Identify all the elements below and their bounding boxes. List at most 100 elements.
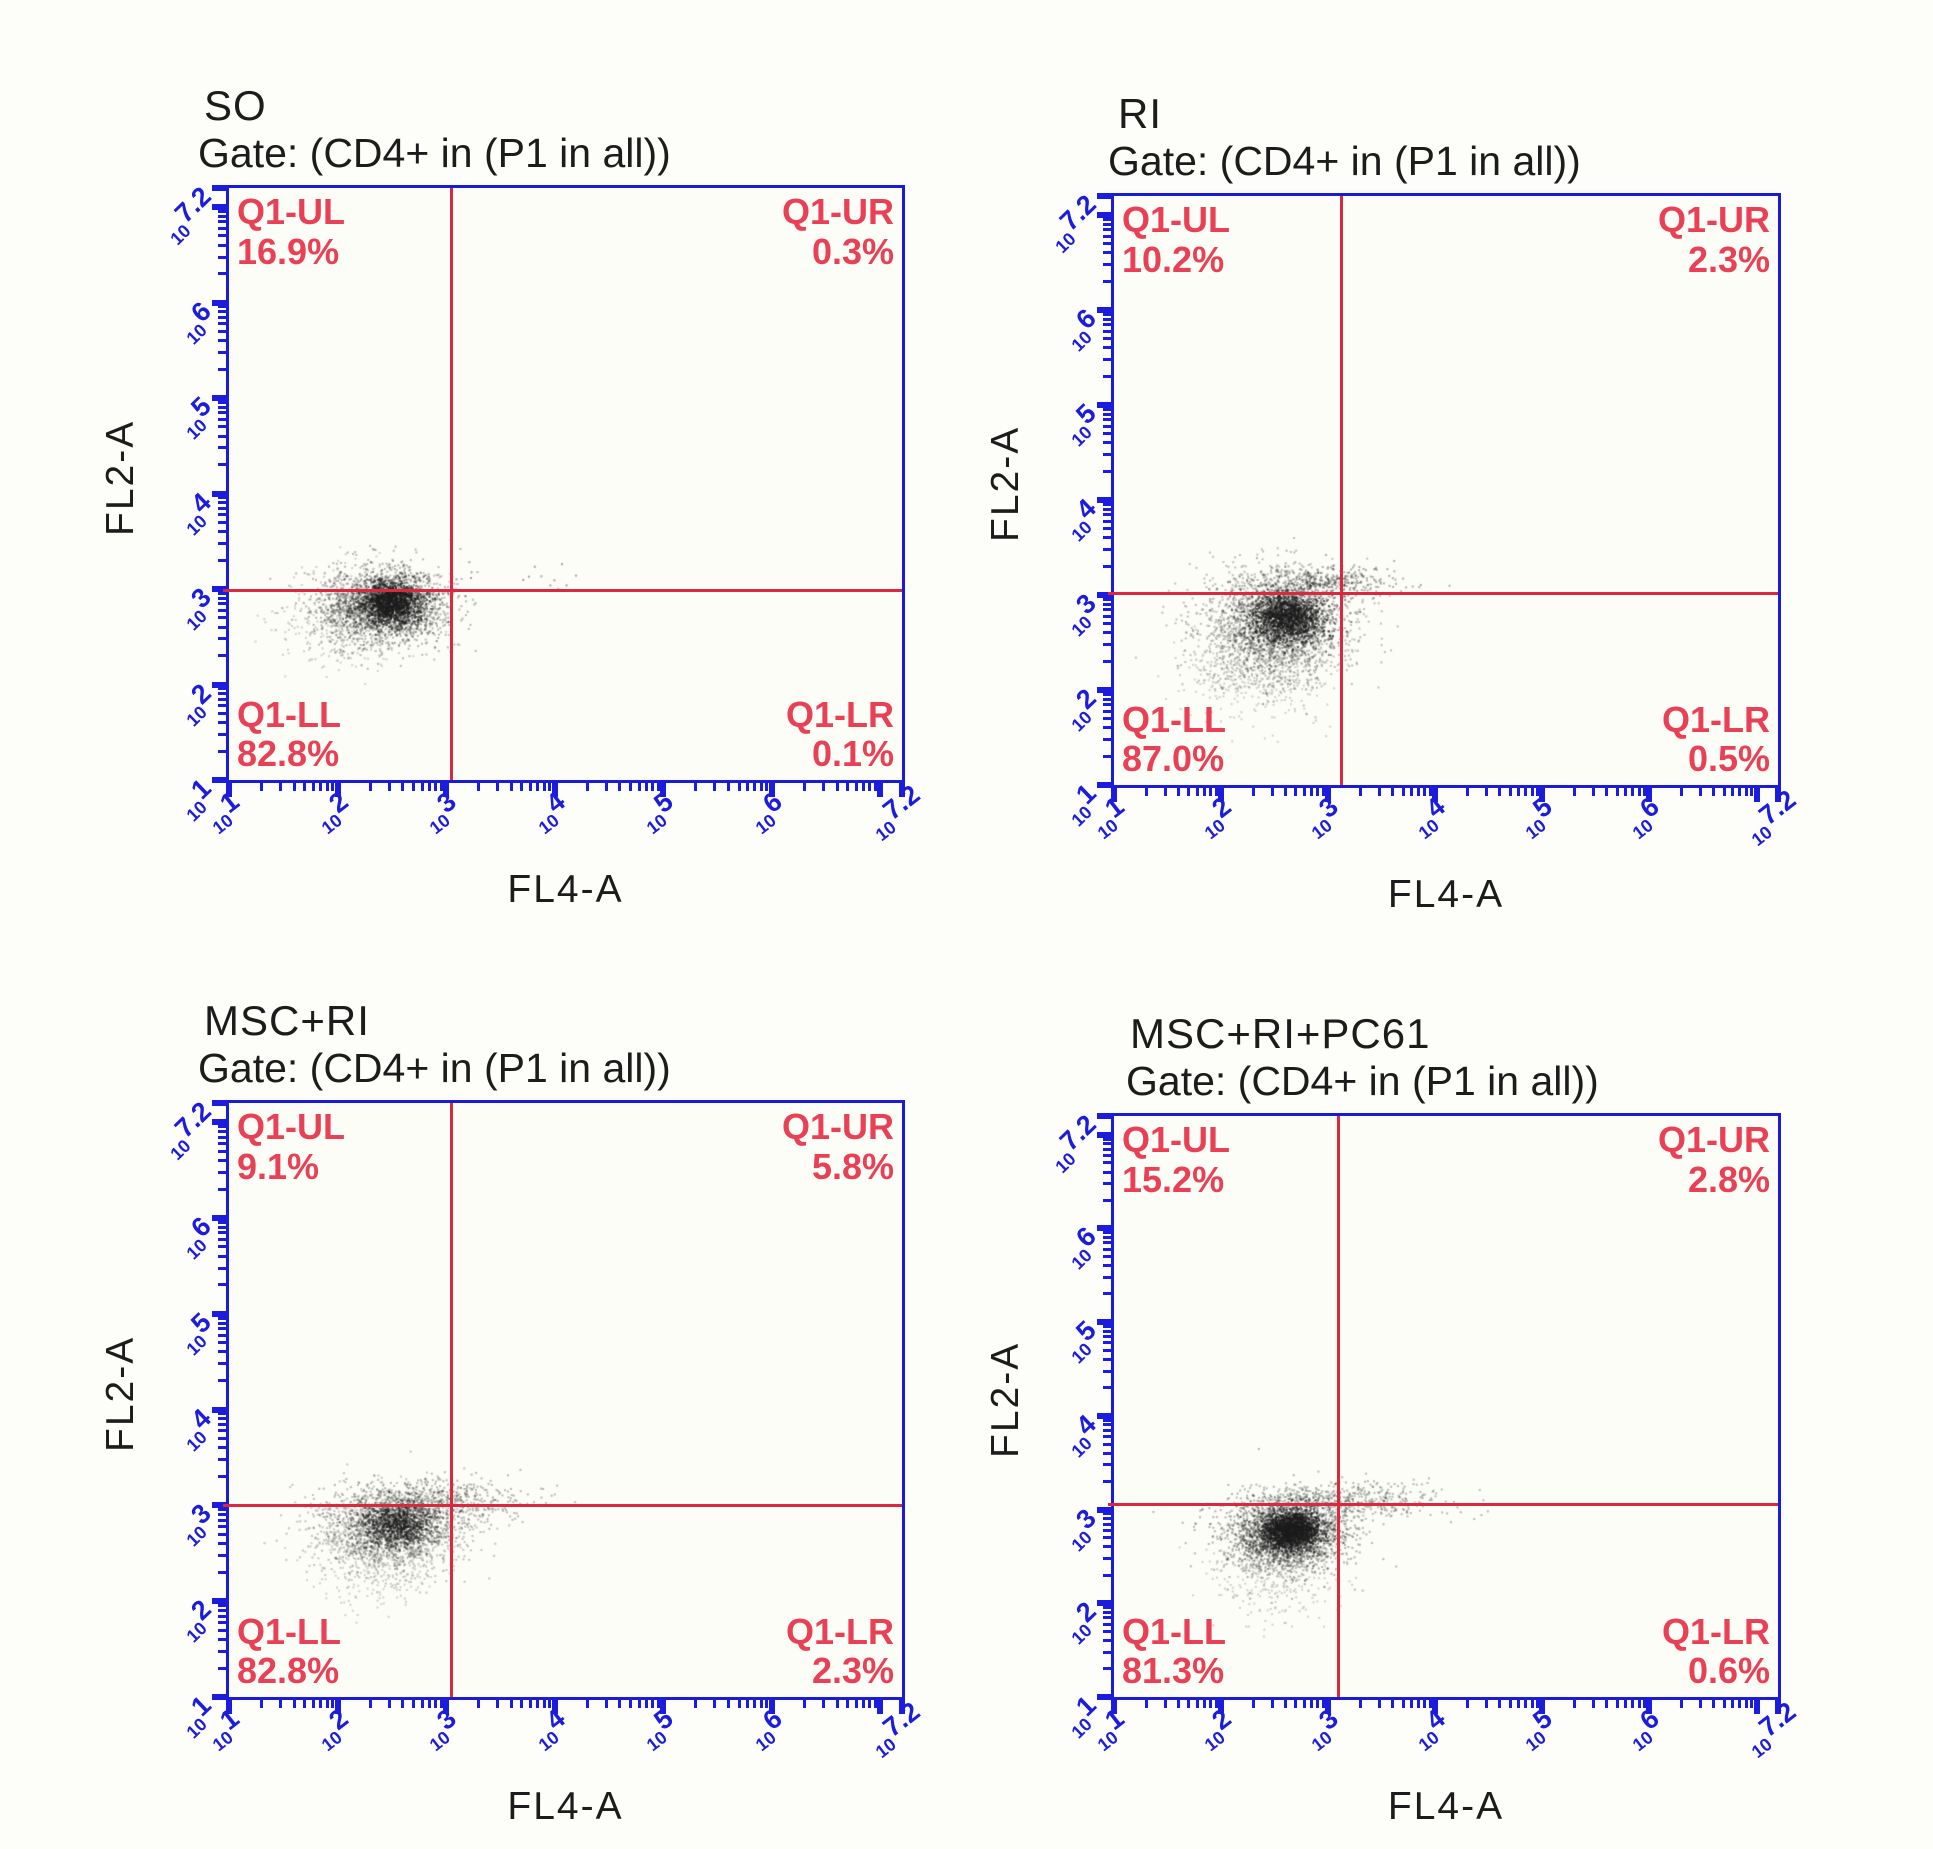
power-of-ten-label: 104: [534, 1702, 571, 1756]
axis-tick: [218, 749, 229, 753]
x-tick-label: 102: [1201, 791, 1256, 843]
axis-tick: [551, 780, 558, 797]
axis-tick: [218, 1158, 229, 1162]
y-axis-label: FL2-A: [984, 1341, 1027, 1458]
axis-tick: [1103, 1154, 1114, 1158]
axis-tick: [548, 1697, 552, 1708]
axis-tick: [1775, 785, 1781, 802]
axis-tick: [331, 780, 335, 791]
axis-tick: [212, 204, 229, 211]
axis-tick: [218, 692, 229, 696]
axis-tick: [1316, 785, 1320, 796]
axis-tick: [1103, 536, 1114, 540]
axis-tick: [1731, 785, 1735, 796]
axis-tick: [411, 780, 415, 791]
axis-tick: [1103, 228, 1114, 232]
axis-tick: [1097, 1319, 1114, 1326]
power-of-ten-label: 103: [425, 785, 462, 839]
axis-tick: [873, 1697, 877, 1708]
axis-tick: [1428, 785, 1432, 796]
axis-tick: [311, 1697, 315, 1708]
axis-tick: [218, 721, 229, 724]
plot-title: SO: [204, 82, 267, 129]
axis-tick: [529, 1697, 533, 1708]
axis-tick: [822, 1697, 826, 1708]
axis-tick: [218, 417, 229, 421]
axis-tick: [1738, 785, 1742, 796]
quadrant-name: Q1-UL: [237, 1106, 345, 1147]
axis-tick: [846, 780, 850, 791]
axis-tick: [218, 1125, 229, 1129]
axis-tick: [1539, 1697, 1546, 1714]
axis-tick: [218, 1187, 229, 1191]
axis-tick: [1722, 1697, 1726, 1708]
axis-tick: [401, 780, 405, 791]
gate-label: Gate: (CD4+ in (P1 in all)): [1108, 138, 1581, 184]
axis-tick: [218, 1141, 229, 1145]
axis-tick: [1103, 602, 1114, 606]
axis-tick: [1270, 1697, 1274, 1708]
axis-tick: [1103, 631, 1114, 635]
power-of-ten-label: 105: [643, 1702, 679, 1756]
axis-tick: [802, 780, 806, 791]
axis-tick: [1377, 1697, 1381, 1708]
axis-tick: [218, 1170, 229, 1174]
axis-tick: [387, 1697, 391, 1708]
axis-tick: [1103, 1369, 1114, 1373]
axis-tick: [1103, 1435, 1114, 1439]
gate-label: Gate: (CD4+ in (P1 in all)): [198, 1045, 671, 1091]
axis-tick: [212, 1598, 229, 1605]
axis-tick: [218, 411, 229, 415]
axis-tick: [218, 1316, 229, 1320]
axis-tick: [1646, 785, 1653, 802]
axis-tick: [411, 1697, 415, 1708]
power-of-ten-label: 105: [1522, 1702, 1558, 1756]
axis-tick: [629, 780, 633, 791]
power-of-ten-label: 101: [1067, 1689, 1102, 1743]
power-of-ten-label: 107.2: [1051, 1108, 1102, 1177]
axis-tick: [877, 780, 884, 797]
axis-tick: [218, 1570, 229, 1574]
axis-tick: [1539, 785, 1546, 802]
axis-tick: [1310, 785, 1314, 796]
axis-tick: [218, 1225, 229, 1229]
axis-tick: [629, 1697, 633, 1708]
y-axis-label: FL2-A: [99, 1335, 142, 1452]
axis-tick: [1428, 1697, 1432, 1708]
axis-tick: [218, 322, 229, 326]
axis-tick: [218, 732, 229, 736]
axis-tick: [1103, 1423, 1114, 1427]
x-tick-label: 107.2: [872, 1696, 960, 1762]
axis-tick: [1103, 1236, 1114, 1240]
axis-tick: [822, 780, 826, 791]
axis-tick: [1176, 785, 1180, 796]
axis-tick: [218, 1604, 229, 1608]
axis-tick: [1103, 1264, 1114, 1268]
axis-tick: [1615, 1697, 1619, 1708]
axis-tick: [548, 780, 552, 791]
axis-tick: [1508, 1697, 1512, 1708]
y-tick-label: 104: [1068, 1409, 1133, 1461]
axis-tick: [1103, 329, 1114, 333]
axis-tick: [861, 1697, 865, 1708]
axis-tick: [218, 220, 229, 224]
axis-tick: [1203, 1697, 1206, 1708]
axis-tick: [1508, 785, 1512, 796]
x-tick-label: 104: [1415, 1703, 1470, 1755]
axis-tick: [218, 1475, 229, 1479]
plot-frame: Q1-UL 9.1% Q1-UR 5.8% Q1-LL 82.8% Q1-LR …: [99, 1096, 925, 1828]
y-tick-label: 104: [183, 1403, 248, 1455]
axis-tick: [1530, 1697, 1534, 1708]
axis-tick: [212, 299, 229, 306]
axis-tick: [536, 1697, 540, 1708]
x-axis-label: FL4-A: [1387, 873, 1505, 916]
axis-tick: [873, 780, 877, 791]
quadrant-gate-vertical-line: [450, 188, 454, 780]
axis-tick: [218, 305, 229, 309]
power-of-ten-label: 103: [182, 581, 217, 635]
plot-title: MSC+RI+PC61: [1130, 1010, 1431, 1057]
y-tick-label: 103: [183, 582, 248, 634]
axis-tick: [1103, 1357, 1114, 1361]
axis-tick: [218, 434, 229, 438]
axis-tick: [218, 541, 229, 545]
